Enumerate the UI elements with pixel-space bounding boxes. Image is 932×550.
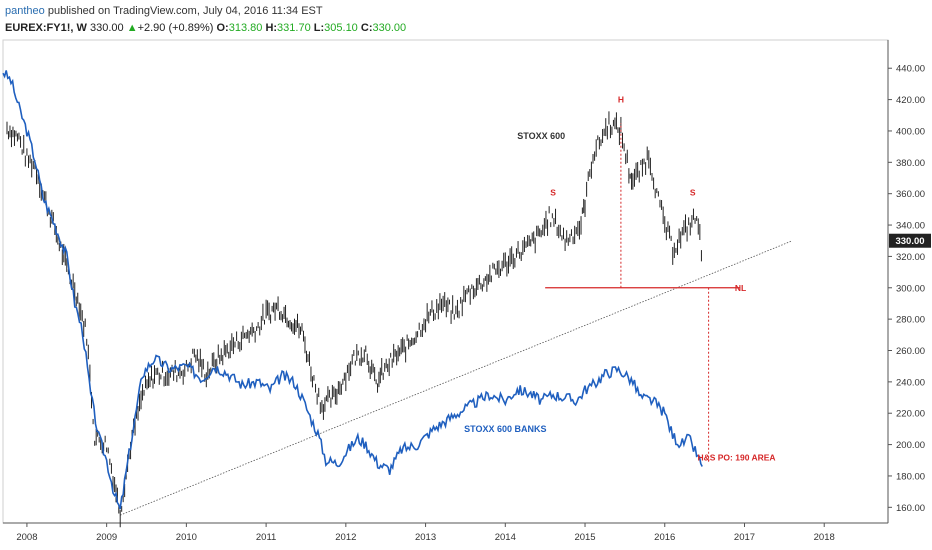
y-tick-label: 300.00 [896, 283, 925, 294]
x-tick-label: 2011 [256, 532, 276, 543]
y-tick-label: 400.00 [896, 126, 925, 137]
open-value: 313.80 [228, 22, 263, 34]
y-tick-label: 180.00 [896, 471, 925, 482]
close-label: C: [360, 22, 373, 34]
y-tick-label: 440.00 [896, 64, 925, 75]
x-tick-label: 2016 [654, 532, 675, 543]
y-tick-label: 360.00 [896, 189, 925, 200]
y-tick-label: 380.00 [896, 158, 925, 169]
x-tick-label: 2009 [96, 532, 117, 543]
open-label: O: [216, 22, 229, 34]
low-value: 305.10 [324, 22, 358, 34]
annotation-label: STOXX 600 [517, 131, 565, 141]
x-tick-label: 2012 [335, 532, 356, 543]
y-tick-label: 260.00 [896, 346, 925, 357]
change-value: +2.90 (+0.89%) [137, 22, 214, 34]
y-tick-label: 160.00 [896, 503, 925, 514]
y-tick-label: 200.00 [896, 440, 925, 451]
low-label: L: [313, 22, 325, 34]
annotation-label: NL [735, 283, 746, 293]
close-value: 330.00 [372, 22, 407, 34]
annotation-label: S [690, 187, 696, 197]
last-price-label: 330.00 [895, 236, 924, 247]
x-tick-label: 2008 [16, 532, 37, 543]
high-value: 331.70 [277, 22, 311, 34]
y-tick-label: 280.00 [896, 315, 925, 326]
x-tick-label: 2017 [734, 532, 755, 543]
x-tick-label: 2015 [574, 532, 595, 543]
annotation-label: STOXX 600 BANKS [464, 424, 546, 434]
symbol-label[interactable]: EUREX:FY1!, W [5, 22, 87, 34]
plot-frame [2, 39, 889, 524]
up-arrow-icon: ▲ [126, 22, 138, 34]
x-tick-label: 2014 [495, 532, 516, 543]
x-tick-label: 2018 [814, 532, 835, 543]
ohlc-line: EUREX:FY1!, W 330.00 ▲+2.90 (+0.89%) O:3… [5, 20, 406, 37]
high-label: H: [265, 22, 278, 34]
author-link[interactable]: pantheo [5, 5, 45, 17]
publish-line: pantheo published on TradingView.com, Ju… [5, 3, 406, 20]
y-tick-label: 240.00 [896, 377, 925, 388]
y-tick-label: 320.00 [896, 252, 925, 263]
y-tick-label: 220.00 [896, 409, 925, 420]
last-price-badge [889, 233, 931, 248]
stoxx600-banks-line [2, 70, 703, 510]
y-tick-label: 340.00 [896, 221, 925, 232]
annotation-label: H [618, 95, 624, 105]
annotation-label: S [550, 187, 556, 197]
published-text: published on TradingView.com, July 04, 2… [47, 5, 323, 17]
x-tick-label: 2013 [415, 532, 436, 543]
trendline [120, 240, 793, 516]
y-tick-label: 420.00 [896, 95, 925, 106]
last-value: 330.00 [89, 22, 124, 34]
x-tick-label: 2010 [176, 532, 197, 543]
annotation-label: H&S PO: 190 AREA [697, 452, 775, 462]
stoxx600-series [6, 111, 702, 528]
chart-header: pantheo published on TradingView.com, Ju… [5, 3, 406, 37]
